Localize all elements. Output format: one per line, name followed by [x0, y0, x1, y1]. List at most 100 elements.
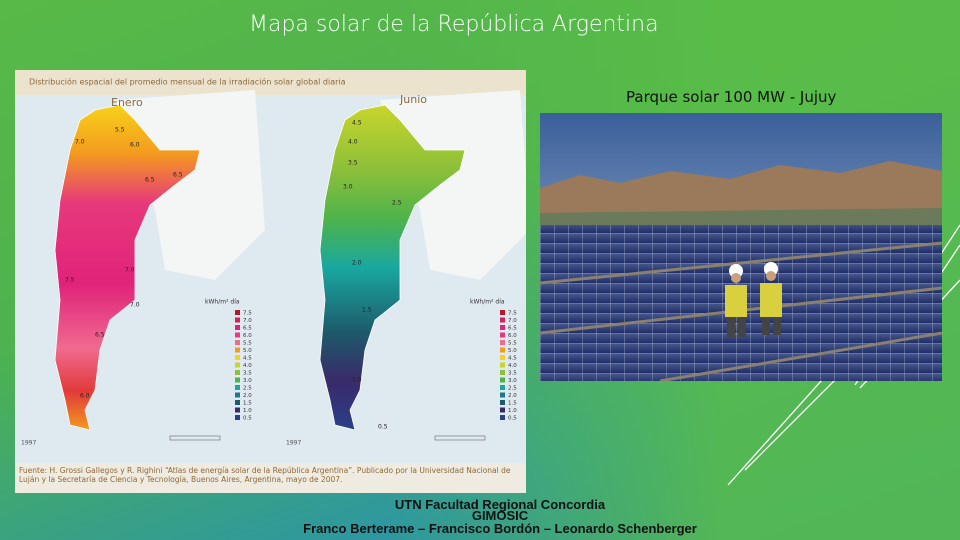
map-panel: Enero19975.56.07.06.56.57.07.57.06.56.0k… [21, 90, 265, 447]
slide-title: Mapa solar de la República Argentina [249, 12, 659, 37]
legend-value: 3.0 [508, 378, 517, 384]
legend-value: 0.5 [508, 416, 517, 422]
legend-swatch [235, 400, 240, 405]
contour-label: 6.5 [95, 332, 105, 339]
legend-swatch [500, 310, 505, 315]
map-header [15, 70, 526, 95]
legend-swatch [235, 317, 240, 323]
contour-label: 0.5 [378, 424, 388, 431]
legend-value: 1.5 [508, 401, 517, 407]
legend-value: 3.5 [508, 371, 517, 377]
solar-park-photo [540, 113, 942, 381]
legend-unit: kWh/m² día [205, 299, 240, 306]
contour-label: 7.0 [75, 139, 85, 146]
legend-value: 2.5 [243, 386, 252, 392]
legend-swatch [500, 347, 505, 353]
legend-value: 6.5 [243, 326, 252, 332]
legend-value: 2.5 [508, 386, 517, 392]
contour-label: 5.5 [115, 127, 125, 134]
legend-value: 6.5 [508, 326, 517, 332]
contour-label: 7.5 [65, 277, 75, 284]
legend-value: 5.5 [243, 341, 252, 347]
legend-swatch [500, 385, 505, 390]
contour-label: 7.0 [125, 267, 135, 274]
legend-swatch [235, 362, 240, 368]
footer: UTN Facultad Regional Concordia GIMOSIC … [0, 497, 960, 536]
legend-swatch [235, 415, 240, 420]
legend-swatch [500, 407, 505, 413]
legend-value: 1.5 [243, 401, 252, 407]
map-caption: Distribución espacial del promedio mensu… [29, 77, 346, 87]
legend-swatch [500, 325, 505, 330]
legend-swatch [235, 355, 240, 360]
legend-value: 3.5 [243, 371, 252, 377]
contour-label: 4.5 [352, 120, 362, 127]
legend-value: 6.0 [243, 333, 252, 339]
legend-swatch [235, 407, 240, 413]
legend-value: 7.5 [243, 311, 252, 317]
legend-swatch [235, 340, 240, 345]
legend-value: 7.0 [243, 318, 252, 324]
legend-value: 6.0 [508, 333, 517, 339]
source-box [15, 463, 526, 493]
legend-value: 3.0 [243, 378, 252, 384]
legend-swatch [235, 325, 240, 330]
legend-swatch [500, 400, 505, 405]
footer-line: Franco Berterame – Francisco Bordón – Le… [303, 521, 697, 536]
legend-swatch [500, 362, 505, 368]
legend-swatch [500, 370, 505, 375]
panel-label: Enero [111, 96, 143, 109]
legend-swatch [500, 332, 505, 338]
legend-swatch [235, 377, 240, 383]
contour-label: 1.5 [362, 307, 372, 314]
contour-label: 6.0 [80, 393, 90, 400]
legend-swatch [235, 347, 240, 353]
panel-label: Junio [399, 93, 427, 106]
legend-swatch [235, 370, 240, 375]
panel-year: 1997 [21, 440, 36, 447]
legend-swatch [235, 310, 240, 315]
scale-bar [434, 435, 486, 441]
legend-value: 7.0 [508, 318, 517, 324]
contour-label: 2.5 [392, 200, 402, 207]
legend-swatch [500, 317, 505, 323]
legend-swatch [500, 355, 505, 360]
legend-value: 2.0 [243, 393, 252, 399]
contour-label: 7.0 [130, 302, 140, 309]
argentina-map [319, 104, 466, 431]
legend-value: 0.5 [243, 416, 252, 422]
contour-label: 3.5 [348, 160, 358, 167]
contour-label: 4.0 [348, 139, 358, 146]
photo-caption: Parque solar 100 MW - Jujuy [626, 88, 837, 106]
legend-value: 4.5 [508, 356, 517, 362]
map-source: Fuente: H. Grossi Gallegos y R. Righini … [19, 466, 511, 484]
legend-swatch [235, 332, 240, 338]
contour-label: 3.0 [343, 184, 353, 191]
footer-line: GIMOSIC [471, 508, 529, 523]
legend-value: 5.0 [508, 348, 517, 354]
neighbor-land [380, 90, 526, 280]
panel-year: 1997 [286, 440, 301, 447]
legend-swatch [235, 385, 240, 390]
legend-swatch [500, 377, 505, 383]
legend-swatch [500, 392, 505, 398]
legend-unit: kWh/m² día [470, 299, 505, 306]
legend-value: 4.0 [508, 363, 517, 369]
legend-value: 1.0 [243, 408, 252, 414]
scale-bar [169, 435, 221, 441]
legend-value: 4.5 [243, 356, 252, 362]
contour-label: 6.0 [130, 142, 140, 149]
contour-label: 1.0 [352, 377, 362, 384]
footer-line: UTN Facultad Regional Concordia [394, 497, 606, 512]
legend-swatch [235, 392, 240, 398]
neighbor-land [115, 90, 265, 280]
legend-value: 4.0 [243, 363, 252, 369]
legend-value: 7.5 [508, 311, 517, 317]
contour-label: 6.5 [173, 172, 183, 179]
contour-label: 2.0 [352, 260, 362, 267]
legend-value: 2.0 [508, 393, 517, 399]
contour-label: 6.5 [145, 177, 155, 184]
legend-swatch [500, 340, 505, 345]
map-panel: Junio19974.54.03.53.02.52.01.51.00.5kWh/… [286, 90, 526, 447]
